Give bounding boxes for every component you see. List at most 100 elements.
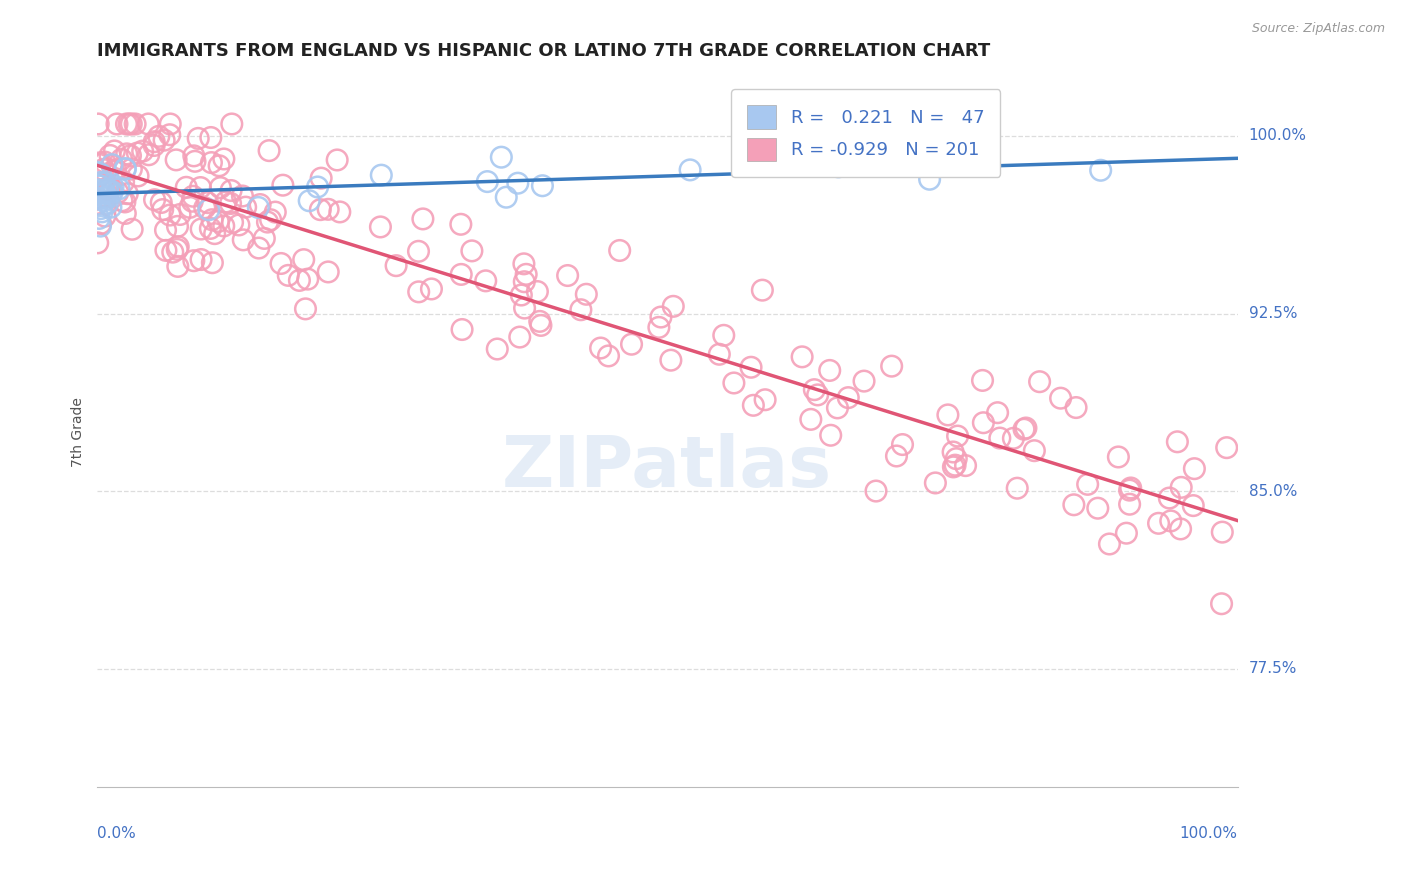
Point xyxy=(648,320,671,334)
Point xyxy=(370,168,392,182)
Point xyxy=(97,191,120,205)
Point xyxy=(235,200,257,214)
Point xyxy=(169,207,191,221)
Point xyxy=(316,265,339,279)
Point xyxy=(1159,491,1181,505)
Point xyxy=(495,190,517,204)
Point xyxy=(110,152,132,166)
Point xyxy=(190,252,212,267)
Point xyxy=(184,154,207,169)
Point xyxy=(942,445,965,459)
Text: 0.0%: 0.0% xyxy=(97,826,136,841)
Point xyxy=(101,185,124,199)
Point xyxy=(214,194,236,209)
Point xyxy=(91,162,114,177)
Point xyxy=(679,162,702,177)
Point xyxy=(121,222,143,236)
Point xyxy=(87,235,110,250)
Point xyxy=(1098,537,1121,551)
Point xyxy=(115,147,138,161)
Point xyxy=(86,192,108,206)
Point xyxy=(228,218,250,232)
Point xyxy=(201,256,224,270)
Point xyxy=(118,117,141,131)
Point xyxy=(115,117,138,131)
Point xyxy=(531,178,554,193)
Point xyxy=(155,244,177,258)
Point xyxy=(257,144,280,158)
Point xyxy=(1024,443,1046,458)
Point xyxy=(972,373,994,387)
Point xyxy=(86,197,108,211)
Point xyxy=(827,160,849,174)
Point xyxy=(1087,501,1109,516)
Point xyxy=(886,449,908,463)
Point xyxy=(89,219,111,233)
Point xyxy=(114,161,136,176)
Point xyxy=(90,217,112,231)
Point xyxy=(297,272,319,286)
Point xyxy=(166,243,188,257)
Point xyxy=(207,214,229,228)
Point xyxy=(506,176,529,190)
Point xyxy=(510,288,533,302)
Point xyxy=(513,275,536,289)
Point xyxy=(97,182,120,196)
Point xyxy=(101,180,124,194)
Point xyxy=(93,194,115,208)
Point xyxy=(127,146,149,161)
Point xyxy=(165,153,187,167)
Point xyxy=(190,180,212,194)
Point xyxy=(105,117,128,131)
Point xyxy=(972,416,994,430)
Point xyxy=(987,406,1010,420)
Point xyxy=(529,314,551,328)
Point xyxy=(127,169,149,183)
Point xyxy=(943,458,966,472)
Point xyxy=(1063,498,1085,512)
Point xyxy=(221,117,243,131)
Point xyxy=(219,184,242,198)
Legend: R =   0.221   N =   47, R = -0.929   N = 201: R = 0.221 N = 47, R = -0.929 N = 201 xyxy=(731,89,1001,178)
Point xyxy=(1002,431,1025,445)
Point xyxy=(89,186,111,200)
Point xyxy=(200,130,222,145)
Point xyxy=(89,169,111,183)
Point xyxy=(87,178,110,193)
Point xyxy=(91,204,114,219)
Point xyxy=(620,337,643,351)
Point xyxy=(918,172,941,186)
Point xyxy=(93,176,115,190)
Point xyxy=(955,458,977,473)
Point xyxy=(87,157,110,171)
Point xyxy=(946,429,969,443)
Point xyxy=(120,149,142,163)
Point xyxy=(153,133,176,147)
Point xyxy=(120,117,142,131)
Point xyxy=(1166,434,1188,449)
Point xyxy=(1049,391,1071,405)
Point xyxy=(474,274,496,288)
Point xyxy=(87,211,110,226)
Point xyxy=(589,341,612,355)
Point xyxy=(557,268,579,283)
Point xyxy=(880,359,903,373)
Point xyxy=(385,259,408,273)
Point xyxy=(90,175,112,189)
Point xyxy=(159,208,181,222)
Point xyxy=(174,180,197,194)
Point xyxy=(143,138,166,153)
Point xyxy=(167,240,190,254)
Point xyxy=(231,189,253,203)
Point xyxy=(818,363,841,377)
Point xyxy=(253,231,276,245)
Point xyxy=(264,205,287,219)
Point xyxy=(247,241,270,255)
Point xyxy=(924,475,946,490)
Point xyxy=(530,318,553,333)
Point xyxy=(662,299,685,313)
Point xyxy=(412,211,434,226)
Point xyxy=(936,408,959,422)
Point xyxy=(1170,480,1192,494)
Point xyxy=(1147,516,1170,531)
